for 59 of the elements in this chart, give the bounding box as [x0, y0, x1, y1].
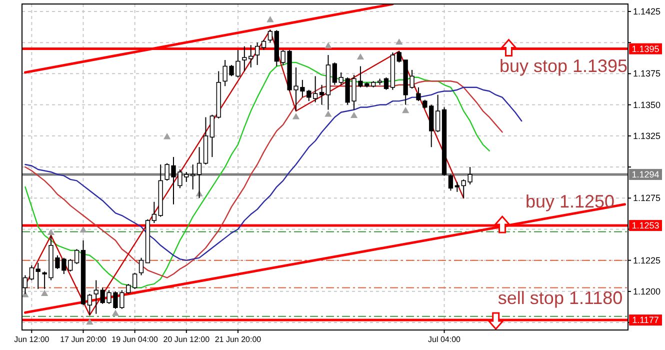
x-tick-label: 19 Jun 04:00 [112, 335, 158, 344]
point [266, 16, 274, 22]
y-tick-label: 1.1425 [633, 6, 661, 16]
candlestick [138, 257, 144, 276]
point [402, 106, 410, 114]
candlestick [268, 30, 273, 44]
candlestick [210, 114, 215, 158]
annotation: sell stop 1.1180 [498, 288, 623, 308]
candlestick [152, 201, 156, 224]
point [47, 228, 55, 236]
y-tick-label: 1.1275 [633, 193, 661, 204]
candlestick [254, 42, 260, 66]
candlestick [132, 272, 138, 290]
candlestick [242, 46, 247, 72]
candlestick [29, 264, 34, 281]
candlestick [68, 258, 73, 272]
point [292, 113, 300, 120]
x-tick-label: 17 Jun 20:00 [60, 335, 107, 344]
point [324, 110, 332, 117]
point [80, 226, 87, 233]
candlestick [435, 94, 440, 133]
y-tick-label: 1.1200 [633, 286, 661, 296]
candlestick [36, 262, 40, 290]
candlestick [332, 62, 338, 86]
candlestick [261, 40, 266, 51]
ref-line-label: 1.1395 [632, 44, 660, 54]
y-tick-label: 1.1350 [633, 100, 661, 110]
candlestick [384, 76, 389, 90]
candlestick [396, 50, 402, 63]
candlestick [190, 164, 196, 190]
point [324, 42, 332, 48]
point [396, 38, 403, 45]
point [112, 310, 120, 316]
candlestick [94, 280, 98, 314]
point [350, 112, 358, 118]
candlestick [454, 181, 460, 192]
x-tick-label: 21 Jun 20:00 [214, 335, 262, 344]
annotation: buy 1.1250 [525, 191, 615, 212]
ref-line-label: 1.1294 [632, 169, 660, 180]
ref-line-label: 1.1253 [632, 220, 660, 230]
candlestick [416, 86, 421, 102]
candlestick [448, 174, 454, 192]
x-tick-label: Jul 04:00 [428, 335, 462, 344]
y-tick-label: 1.1375 [633, 68, 661, 79]
candlestick [312, 76, 318, 103]
candlestick [74, 248, 80, 265]
point [41, 290, 48, 296]
point [356, 53, 364, 60]
point [86, 318, 94, 325]
candlestick [319, 84, 324, 106]
point [163, 133, 171, 140]
candlestick [248, 44, 254, 68]
y-tick-label: 1.1225 [633, 255, 661, 266]
x-tick-label: Jun 12:00 [14, 335, 50, 344]
y-tick-label: 1.1325 [633, 130, 661, 141]
ref-line-label: 1.1177 [632, 315, 659, 326]
annotation: buy stop 1.1395 [499, 56, 628, 76]
x-tick-label: 20 Jun 12:00 [163, 335, 210, 344]
candlestick [87, 293, 92, 316]
